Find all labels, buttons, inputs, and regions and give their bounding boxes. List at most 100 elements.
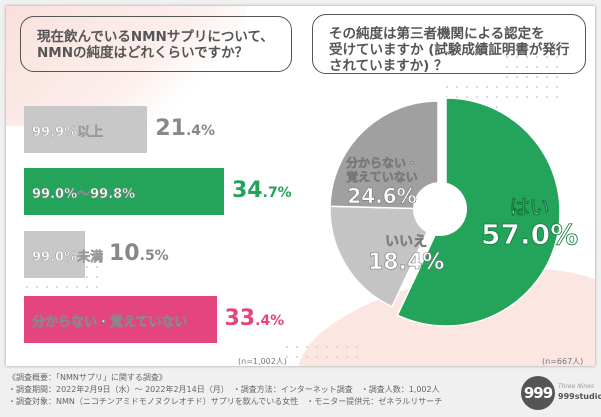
- decoration-dot: [456, 86, 458, 88]
- right-question: その純度は第三者機関による認定を 受けていますか (試験成績証明書が発行 されて…: [329, 26, 569, 74]
- decoration-dot: [556, 56, 558, 58]
- decoration-dot: [326, 346, 328, 348]
- decoration-dot: [296, 356, 298, 358]
- decoration-dot: [36, 286, 38, 288]
- decoration-dot: [486, 96, 488, 98]
- pie-slice-label: 分からない・ 覚えていない 24.6%: [346, 156, 419, 209]
- decoration-dot: [286, 346, 288, 348]
- bar-category-label: 99.9%以上: [32, 125, 104, 141]
- decoration-dot: [526, 76, 528, 78]
- bar-value-decimal: .7%: [262, 185, 292, 201]
- decoration-dot: [496, 86, 498, 88]
- pie-category-text: いいえ: [385, 234, 428, 251]
- bar-value-label: 10.5%: [109, 241, 169, 266]
- decoration-dot: [466, 96, 468, 98]
- decoration-dot: [86, 256, 88, 258]
- decoration-dot: [346, 346, 348, 348]
- decoration-dot: [306, 346, 308, 348]
- decoration-dot: [476, 86, 478, 88]
- decoration-dot: [356, 356, 358, 358]
- decoration-dot: [76, 286, 78, 288]
- decoration-dot: [506, 66, 508, 68]
- survey-details-2: ・調査対象：NMN（ニコチンアミドモノヌクレオチド）サプリを飲んでいる女性 ・モ…: [8, 397, 443, 406]
- decoration-dot: [96, 256, 98, 258]
- decoration-dot: [536, 76, 538, 78]
- decoration-dot: [516, 76, 518, 78]
- decoration-dot: [516, 86, 518, 88]
- bar-category-label: 分からない・覚えていない: [32, 315, 188, 331]
- brand-logo-name: 999studio: [558, 392, 601, 401]
- decoration-dot: [546, 56, 548, 58]
- right-question-line2: 受けていますか (試験成績証明書が発行: [329, 42, 570, 58]
- decoration-dot: [46, 286, 48, 288]
- decoration-dot: [516, 96, 518, 98]
- decoration-dot: [326, 356, 328, 358]
- decoration-dot: [476, 96, 478, 98]
- survey-summary: 《調査概要：「NMNサプリ」に関する調査》 ・調査期間：2022年2月9日（水）…: [8, 372, 442, 408]
- decoration-dot: [96, 286, 98, 288]
- bar-value-label: 34.7%: [232, 178, 292, 203]
- pie-slice: [329, 205, 440, 308]
- bar-value-label: 33.4%: [225, 306, 285, 331]
- decoration-dot: [506, 76, 508, 78]
- pie-slice-label: いいえ 18.4%: [368, 234, 445, 276]
- bar-value-integer: 21: [155, 116, 186, 141]
- decoration-dot: [66, 286, 68, 288]
- bar: [24, 106, 148, 153]
- decoration-dot: [516, 56, 518, 58]
- bar-value-decimal: .5%: [139, 248, 169, 264]
- pie-category-text: 覚えていない: [346, 170, 418, 185]
- pie-chart: [329, 97, 561, 327]
- decoration-dot: [506, 86, 508, 88]
- bar-value-integer: 10: [109, 241, 140, 266]
- bar: [24, 231, 85, 278]
- decoration-dot: [26, 286, 28, 288]
- decoration-dot: [496, 106, 498, 108]
- pie-category-text: 分からない・: [346, 156, 419, 171]
- decoration-dot: [516, 66, 518, 68]
- decoration-dot: [296, 346, 298, 348]
- pie-center-hole: [413, 182, 467, 236]
- decoration-dot: [536, 56, 538, 58]
- decoration-dot: [456, 96, 458, 98]
- decoration-dot: [286, 356, 288, 358]
- pie-slice: [329, 100, 439, 210]
- decoration-dot: [556, 46, 558, 48]
- decoration-dot: [86, 276, 88, 278]
- pie-value-text: 24.6%: [347, 184, 417, 209]
- decoration-dot: [526, 66, 528, 68]
- pie-slice: [396, 97, 561, 327]
- decoration-dot: [336, 346, 338, 348]
- bar-category-label: 99.0%～99.8%: [32, 187, 136, 203]
- right-question-bubble: [312, 14, 586, 74]
- decoration-dot: [486, 86, 488, 88]
- infographic-card: 現在飲んでいるNMNサプリについて、 NMNの純度はどれくらいですか？ その純度…: [6, 6, 595, 366]
- survey-title: 《調査概要：「NMNサプリ」に関する調査》: [8, 373, 167, 382]
- decoration-dot: [526, 86, 528, 88]
- bar: [24, 296, 217, 343]
- left-question-line2: NMNの純度はどれくらいですか？: [37, 45, 249, 61]
- decoration-dot: [536, 46, 538, 48]
- bar-chart-n-label: (n=1,002人): [238, 357, 287, 366]
- pie-slice-label: はい 57.0%: [481, 196, 579, 252]
- decoration-dot: [86, 286, 88, 288]
- brand-logo-subtitle: Three Nines: [558, 383, 594, 390]
- decoration-dot: [506, 46, 508, 48]
- decoration-dot: [546, 86, 548, 88]
- pie-value-text: 18.4%: [368, 250, 445, 276]
- decoration-dot: [556, 76, 558, 78]
- bar-value-decimal: .4%: [185, 123, 216, 139]
- left-question-line1: 現在飲んでいるNMNサプリについて、: [37, 29, 274, 45]
- brand-logo-mark: 999: [521, 376, 555, 410]
- bar-value-decimal: .4%: [255, 313, 285, 329]
- decoration-dot: [506, 96, 508, 98]
- decoration-dot: [536, 96, 538, 98]
- decoration-dot: [446, 96, 448, 98]
- bar-value-label: 21.4%: [155, 116, 215, 141]
- decoration-dot: [546, 66, 548, 68]
- decoration-dot: [526, 46, 528, 48]
- left-question: 現在飲んでいるNMNサプリについて、 NMNの純度はどれくらいですか？: [37, 29, 274, 61]
- bar: [24, 168, 224, 215]
- survey-details-1: ・調査期間：2022年2月9日（水）～ 2022年2月14日（月） ・調査方法：…: [8, 385, 440, 394]
- bar-value-integer: 33: [224, 306, 256, 331]
